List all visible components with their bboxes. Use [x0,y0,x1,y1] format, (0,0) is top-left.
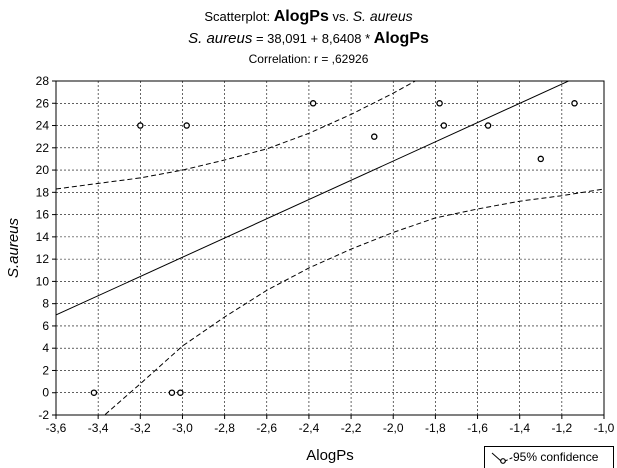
x-tick-label: -3,2 [130,421,151,435]
title-line-3: Correlation: r = ,62926 [248,52,369,66]
data-point [436,100,443,107]
x-tick-label: -3,0 [172,421,193,435]
legend-confidence-icon [491,452,515,464]
x-tick-label: -2,4 [299,421,320,435]
title-var-x: AlogPs [273,8,329,25]
x-axis-ticks: -3,6 -3,4 -3,2 -3,0 -2,8 -2,6 -2,4 -2,2 -2,0 -1,8… [46,415,615,435]
title-vs: vs. [328,9,353,24]
x-axis-label: AlogPs [306,447,354,464]
x-tick-label: -2,6 [256,421,277,435]
data-point [177,389,184,396]
data-point [90,389,98,396]
title-line-1: Scatterplot: AlogPs vs. S. aureus [0,6,617,27]
title-var-y: S. aureus [352,8,413,24]
x-tick-label: -1,8 [425,421,446,435]
confidence-upper-line [56,81,417,190]
data-point [440,122,448,129]
regression-equation: = 38,091 + 8,6408 * [252,31,374,46]
y-tick-label: 10 [36,274,50,288]
y-tick-label: 8 [42,297,49,311]
data-point [309,100,317,107]
equation-var-y: S. aureus [188,30,253,47]
legend-label: 95% confidence [513,450,599,464]
x-tick-label: -3,6 [46,421,67,435]
y-tick-label: 0 [42,386,49,400]
y-tick-label: 2 [42,363,49,377]
x-tick-label: -1,6 [467,421,488,435]
data-point [371,133,378,140]
confidence-band [56,81,604,415]
x-tick-label: -1,4 [509,421,530,435]
data-point [168,389,176,396]
chart-title: Scatterplot: AlogPs vs. S. aureus S. aur… [0,6,617,68]
title-line-2: S. aureus = 38,091 + 8,6408 * AlogPs [0,27,617,50]
y-tick-label: 12 [36,252,50,266]
data-point [183,122,190,129]
y-tick-label: 20 [36,163,50,177]
x-tick-label: -1,0 [594,421,615,435]
x-tick-label: -1,2 [552,421,573,435]
x-tick-label: -2,2 [341,421,362,435]
x-tick-label: -2,8 [214,421,235,435]
y-tick-label: 28 [36,74,50,88]
data-point [537,155,545,163]
data-point [137,122,144,129]
x-tick-label: -3,4 [88,421,109,435]
y-tick-label: 22 [36,141,50,155]
regression-line [56,81,570,316]
y-tick-label: 26 [36,96,50,110]
y-tick-label: 6 [42,319,49,333]
y-tick-label: 24 [36,119,50,133]
legend: 95% confidence [484,446,614,468]
confidence-lower-line [103,188,604,415]
y-axis-label: S.aureus [5,217,22,278]
regression-fit-line [56,81,570,316]
y-tick-label: -2 [38,408,49,422]
grid [56,81,604,415]
y-tick-label: 16 [36,208,50,222]
x-tick-label: -2,0 [383,421,404,435]
plot-frame [55,80,605,416]
y-tick-label: 14 [36,230,50,244]
equation-var-x: AlogPs [373,30,429,47]
data-points [90,100,578,396]
data-point [484,122,492,129]
y-tick-label: 18 [36,185,50,199]
data-point [571,100,578,107]
y-tick-label: 4 [42,341,49,355]
title-prefix: Scatterplot: [204,9,274,24]
